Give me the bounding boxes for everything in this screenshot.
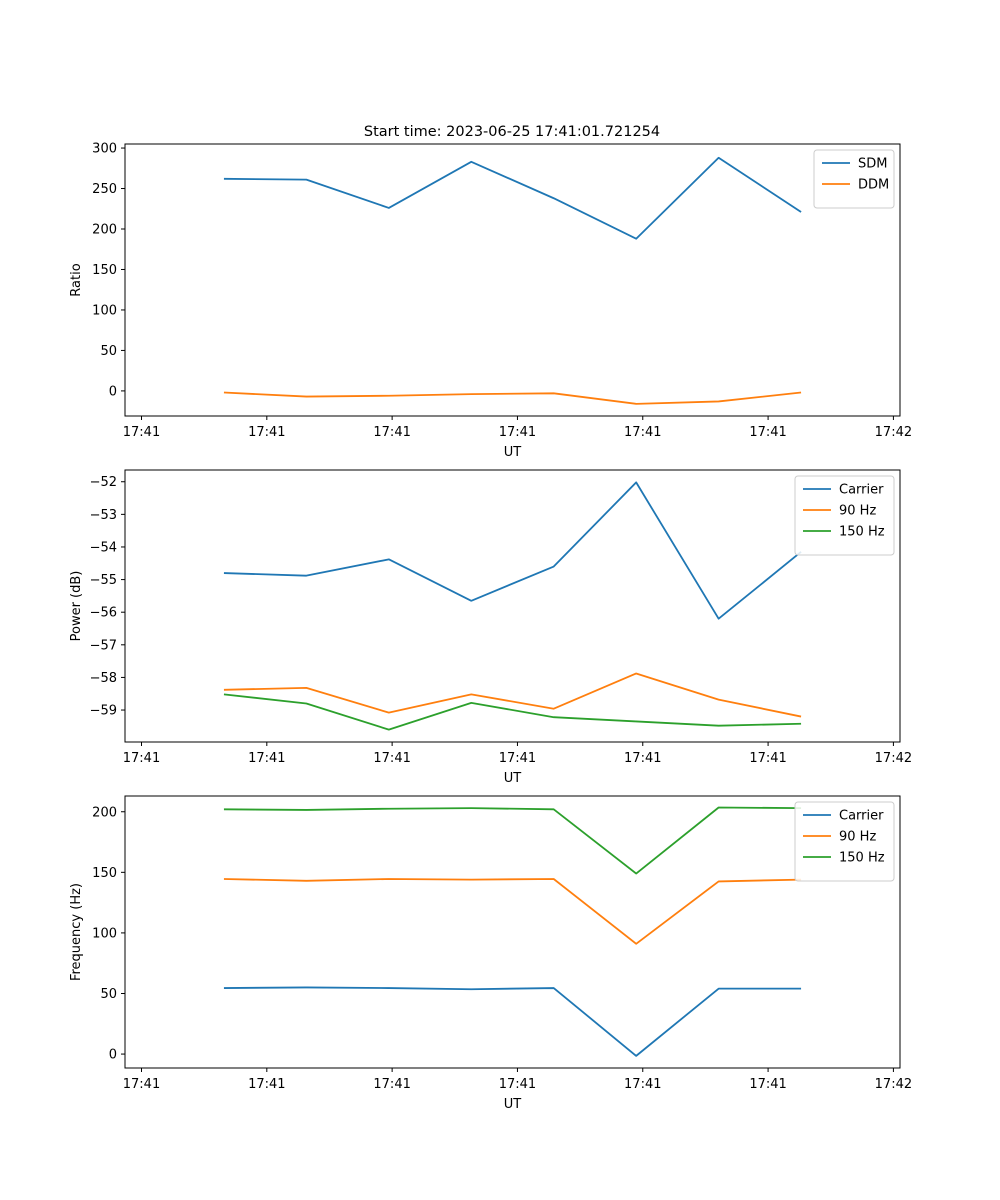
ratio-panel: 17:41 17:41 17:41 17:41 17:41 17:41 17:42 0 50 10… <box>69 142 912 460</box>
x-tick-label: 17:41 <box>373 425 410 440</box>
y-tick-label: −59 <box>90 704 117 719</box>
legend: SDM DDM <box>813 149 895 209</box>
y-tick-label: −55 <box>90 573 117 588</box>
power-axes-frame <box>124 469 901 743</box>
y-tick-label: 200 <box>92 223 117 238</box>
x-tick-label: 17:41 <box>749 425 786 440</box>
series-line-carrier <box>223 481 802 620</box>
x-tick-label: 17:41 <box>499 425 536 440</box>
y-tick-label: 300 <box>92 142 117 157</box>
series-line-90-hz <box>223 878 802 945</box>
x-tick-label: 17:41 <box>123 751 160 766</box>
x-tick-label: 17:41 <box>624 751 661 766</box>
y-tick-label: −53 <box>90 508 117 523</box>
y-tick-label: 0 <box>109 384 117 399</box>
y-tick-label: 150 <box>92 263 117 278</box>
y-tick-label: 100 <box>92 926 117 941</box>
x-tick-label: 17:41 <box>624 425 661 440</box>
y-tick-label: 50 <box>100 344 117 359</box>
x-tick-label: 17:41 <box>123 425 160 440</box>
x-tick-label: 17:42 <box>875 1077 912 1092</box>
legend-box <box>813 149 895 209</box>
legend-label: SDM <box>858 157 887 172</box>
x-tick-label: 17:41 <box>749 751 786 766</box>
frequency-panel: 17:41 17:41 17:41 17:41 17:41 17:41 17:42 0 50 10… <box>69 795 912 1112</box>
figure-title: Start time: 2023-06-25 17:41:01.721254 <box>364 124 660 140</box>
legend-label: Carrier <box>839 809 884 824</box>
x-tick-label: 17:42 <box>875 425 912 440</box>
y-tick-label: 50 <box>100 987 117 1002</box>
y-tick-label: −58 <box>90 671 117 686</box>
legend: Carrier 90 Hz 150 Hz <box>794 475 895 556</box>
x-tick-label: 17:41 <box>624 1077 661 1092</box>
y-tick-label: −54 <box>90 540 117 555</box>
y-tick-label: 100 <box>92 303 117 318</box>
legend-label: 90 Hz <box>839 830 876 845</box>
frequency-axes-frame <box>124 795 901 1069</box>
legend-label: Carrier <box>839 483 884 498</box>
y-tick-label: 150 <box>92 866 117 881</box>
x-tick-label: 17:41 <box>248 425 285 440</box>
x-tick-label: 17:41 <box>749 1077 786 1092</box>
x-tick-label: 17:41 <box>248 751 285 766</box>
legend-label: 150 Hz <box>839 525 885 540</box>
legend-box <box>794 475 895 556</box>
legend-box <box>794 801 895 882</box>
y-tick-label: 250 <box>92 182 117 197</box>
y-tick-label: −52 <box>90 475 117 490</box>
x-tick-label: 17:41 <box>499 1077 536 1092</box>
series-line-carrier <box>223 986 802 1057</box>
legend-label: DDM <box>858 178 889 193</box>
series-line-90-hz <box>223 672 802 718</box>
x-tick-label: 17:42 <box>875 751 912 766</box>
y-axis-label: Ratio <box>69 263 84 296</box>
legend: Carrier 90 Hz 150 Hz <box>794 801 895 882</box>
x-axis-label: UT <box>504 771 522 786</box>
series-line-sdm <box>223 156 802 240</box>
x-tick-label: 17:41 <box>373 1077 410 1092</box>
y-tick-label: 0 <box>109 1048 117 1063</box>
series-line-150-hz <box>223 693 802 731</box>
y-tick-label: −57 <box>90 638 117 653</box>
x-axis-label: UT <box>504 1097 522 1112</box>
x-tick-label: 17:41 <box>123 1077 160 1092</box>
x-tick-label: 17:41 <box>373 751 410 766</box>
ratio-axes-frame <box>124 143 901 417</box>
y-axis-label: Frequency (Hz) <box>69 883 84 981</box>
x-tick-label: 17:41 <box>499 751 536 766</box>
series-line-150-hz <box>223 806 802 875</box>
power-panel: 17:41 17:41 17:41 17:41 17:41 17:41 17:42 −59 −5… <box>69 469 912 786</box>
legend-label: 90 Hz <box>839 504 876 519</box>
y-axis-label: Power (dB) <box>69 571 84 642</box>
legend-label: 150 Hz <box>839 851 885 866</box>
y-tick-label: −56 <box>90 606 117 621</box>
x-tick-label: 17:41 <box>248 1077 285 1092</box>
series-line-ddm <box>223 391 802 405</box>
x-axis-label: UT <box>504 445 522 460</box>
y-tick-label: 200 <box>92 805 117 820</box>
